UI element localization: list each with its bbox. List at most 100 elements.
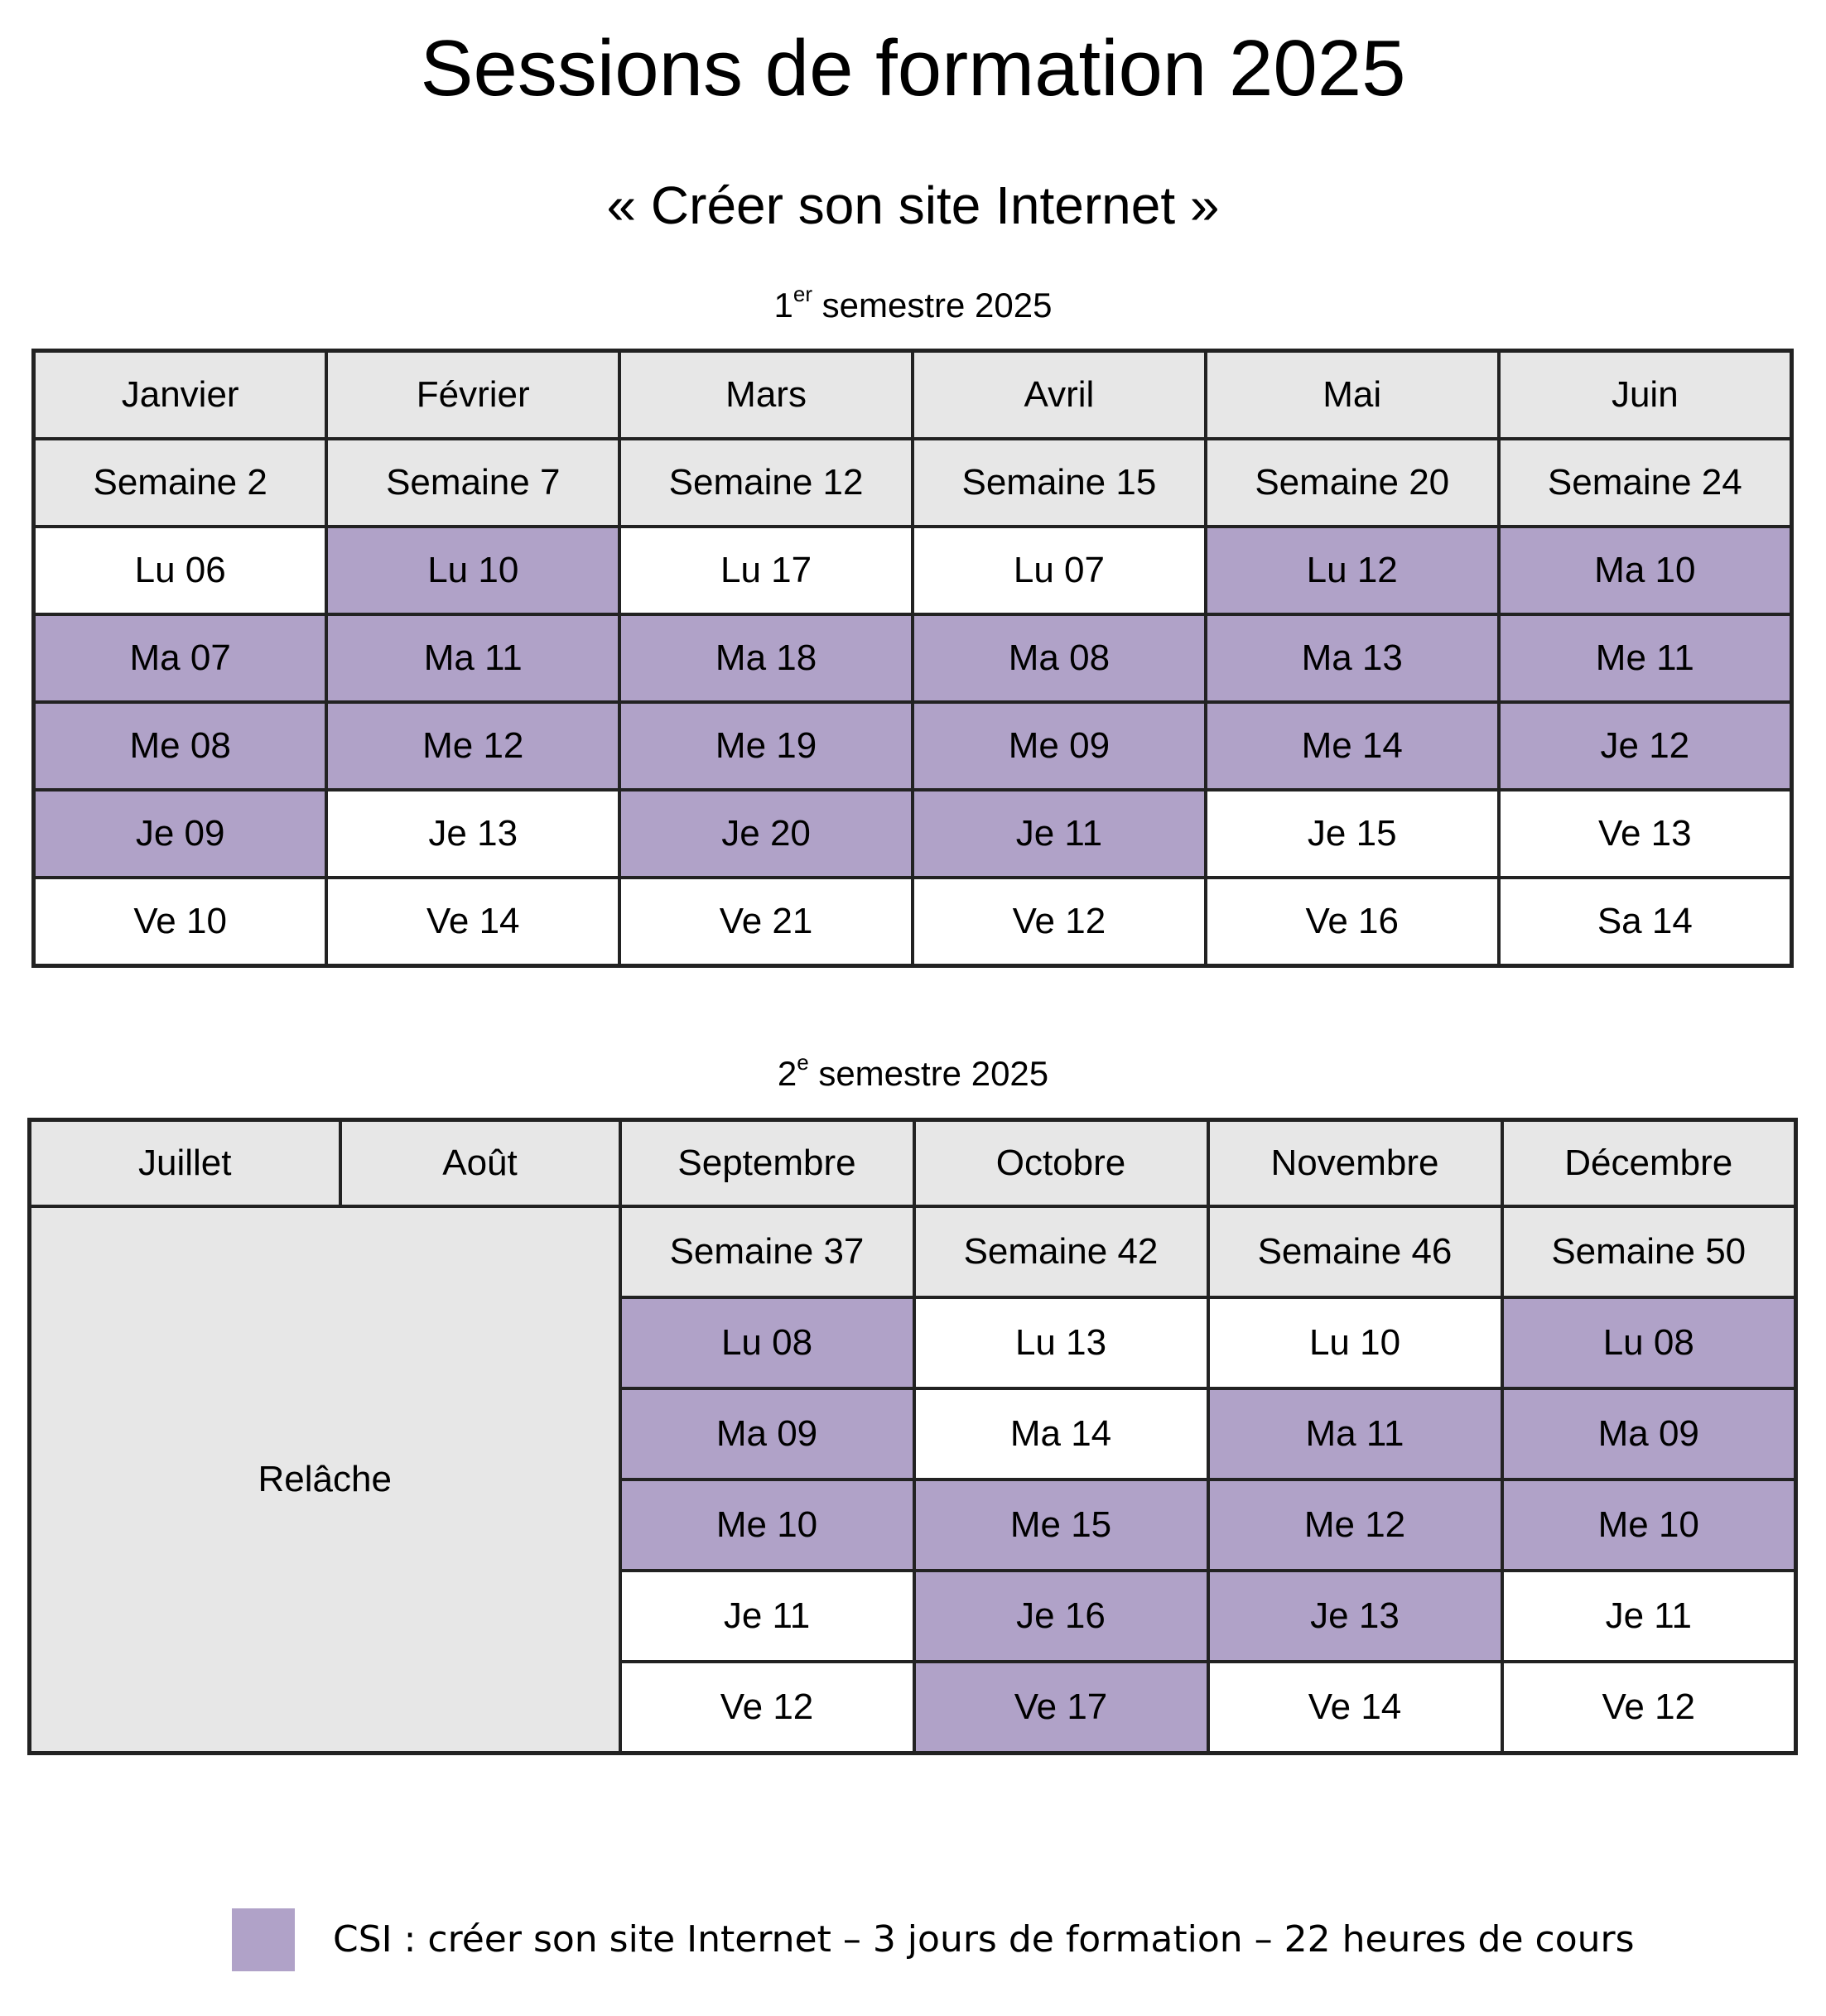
semester1-day-row: Ma 07 Ma 11 Ma 18 Ma 08 Ma 13 Me 11 (31, 613, 1794, 704)
month-cell: Mars (618, 349, 914, 440)
day-cell: Lu 08 (1500, 1296, 1798, 1390)
day-cell: Ma 11 (325, 613, 622, 704)
day-cell: Je 15 (1203, 788, 1501, 879)
week-cell: Semaine 24 (1496, 437, 1794, 528)
month-cell: Juillet (27, 1118, 342, 1208)
day-cell: Ve 14 (1206, 1660, 1504, 1755)
day-cell: Ma 18 (618, 613, 914, 704)
semester2-title: 2e semestre 2025 (0, 1050, 1826, 1095)
month-cell: Octobre (912, 1118, 1210, 1208)
week-cell: Semaine 15 (910, 437, 1207, 528)
semester2-title-text: semestre 2025 (808, 1054, 1049, 1093)
day-cell: Je 12 (1496, 700, 1794, 791)
day-cell: Ve 14 (325, 876, 622, 968)
day-cell: Ve 12 (1500, 1660, 1798, 1755)
day-cell: Me 10 (618, 1478, 916, 1572)
month-cell: Novembre (1206, 1118, 1504, 1208)
semester2-title-number: 2 (777, 1054, 797, 1093)
day-cell: Je 20 (618, 788, 914, 879)
day-cell: Lu 10 (1206, 1296, 1504, 1390)
month-cell: Juin (1496, 349, 1794, 440)
day-cell: Me 10 (1500, 1478, 1798, 1572)
day-cell: Je 09 (31, 788, 329, 879)
day-cell: Ve 13 (1496, 788, 1794, 879)
semester1-day-row: Me 08 Me 12 Me 19 Me 09 Me 14 Je 12 (31, 700, 1794, 791)
month-cell: Décembre (1500, 1118, 1798, 1208)
relache-cell: Relâche (27, 1205, 622, 1755)
semester1-table: Janvier Février Mars Avril Mai Juin Sema… (31, 349, 1794, 968)
day-cell: Je 11 (1500, 1569, 1798, 1663)
day-cell: Ve 17 (912, 1660, 1210, 1755)
legend-text: CSI : créer son site Internet – 3 jours … (333, 1918, 1635, 1961)
semester1-weeks-row: Semaine 2 Semaine 7 Semaine 12 Semaine 1… (31, 437, 1794, 528)
semester2-title-suffix: e (797, 1050, 809, 1075)
month-cell: Janvier (31, 349, 329, 440)
day-cell: Me 08 (31, 700, 329, 791)
day-cell: Lu 13 (912, 1296, 1210, 1390)
semester2-months-row: Juillet Août Septembre Octobre Novembre … (27, 1118, 1798, 1208)
day-cell: Sa 14 (1496, 876, 1794, 968)
week-cell: Semaine 42 (912, 1205, 1210, 1299)
page-subtitle: « Créer son site Internet » (606, 176, 1220, 235)
week-cell: Semaine 46 (1206, 1205, 1504, 1299)
day-cell: Ve 16 (1203, 876, 1501, 968)
semester2-day-row: Me 10 Me 15 Me 12 Me 10 (30, 1478, 1798, 1572)
day-cell: Lu 06 (31, 525, 329, 616)
week-cell: Semaine 37 (618, 1205, 916, 1299)
day-cell: Je 11 (910, 788, 1207, 879)
day-cell: Lu 08 (618, 1296, 916, 1390)
day-cell: Ma 11 (1206, 1387, 1504, 1481)
day-cell: Me 15 (912, 1478, 1210, 1572)
day-cell: Lu 07 (910, 525, 1207, 616)
day-cell: Me 11 (1496, 613, 1794, 704)
day-cell: Me 12 (325, 700, 622, 791)
semester1-title-suffix: er (793, 281, 812, 306)
semester2-day-row: Ma 09 Ma 14 Ma 11 Ma 09 (30, 1387, 1798, 1481)
page-title: Sessions de formation 2025 (420, 24, 1406, 113)
month-cell: Février (325, 349, 622, 440)
day-cell: Je 13 (1206, 1569, 1504, 1663)
day-cell: Ma 07 (31, 613, 329, 704)
semester2-day-row: Lu 08 Lu 13 Lu 10 Lu 08 (30, 1296, 1798, 1390)
day-cell: Lu 10 (325, 525, 622, 616)
month-cell: Mai (1203, 349, 1501, 440)
legend: CSI : créer son site Internet – 3 jours … (232, 1908, 1805, 1975)
day-cell: Je 11 (618, 1569, 916, 1663)
month-cell: Août (338, 1118, 622, 1208)
semester2-day-row: Je 11 Je 16 Je 13 Je 11 (30, 1569, 1798, 1663)
day-cell: Ma 08 (910, 613, 1207, 704)
day-cell: Je 13 (325, 788, 622, 879)
legend-swatch (232, 1908, 295, 1971)
day-cell: Me 19 (618, 700, 914, 791)
semester1-title-number: 1 (773, 286, 793, 325)
day-cell: Ma 10 (1496, 525, 1794, 616)
day-cell: Ma 09 (618, 1387, 916, 1481)
semester1-title: 1er semestre 2025 (0, 283, 1826, 326)
semester1-day-row: Lu 06 Lu 10 Lu 17 Lu 07 Lu 12 Ma 10 (31, 525, 1794, 616)
day-cell: Me 14 (1203, 700, 1501, 791)
month-cell: Septembre (618, 1118, 916, 1208)
month-cell: Avril (910, 349, 1207, 440)
semester2-table: Juillet Août Septembre Octobre Novembre … (27, 1118, 1798, 1755)
day-cell: Ve 10 (31, 876, 329, 968)
semester2-day-row: Ve 12 Ve 17 Ve 14 Ve 12 (30, 1660, 1798, 1755)
day-cell: Ma 13 (1203, 613, 1501, 704)
semester1-months-row: Janvier Février Mars Avril Mai Juin (31, 349, 1794, 440)
day-cell: Me 12 (1206, 1478, 1504, 1572)
semester1-title-text: semestre 2025 (812, 286, 1053, 325)
day-cell: Je 16 (912, 1569, 1210, 1663)
week-cell: Semaine 12 (618, 437, 914, 528)
week-cell: Semaine 50 (1500, 1205, 1798, 1299)
week-cell: Semaine 2 (31, 437, 329, 528)
day-cell: Lu 12 (1203, 525, 1501, 616)
day-cell: Ma 14 (912, 1387, 1210, 1481)
semester1-day-row: Je 09 Je 13 Je 20 Je 11 Je 15 Ve 13 (31, 788, 1794, 879)
day-cell: Ma 09 (1500, 1387, 1798, 1481)
week-cell: Semaine 7 (325, 437, 622, 528)
day-cell: Ve 12 (910, 876, 1207, 968)
day-cell: Ve 12 (618, 1660, 916, 1755)
day-cell: Me 09 (910, 700, 1207, 791)
day-cell: Ve 21 (618, 876, 914, 968)
week-cell: Semaine 20 (1203, 437, 1501, 528)
semester1-day-row: Ve 10 Ve 14 Ve 21 Ve 12 Ve 16 Sa 14 (31, 876, 1794, 968)
